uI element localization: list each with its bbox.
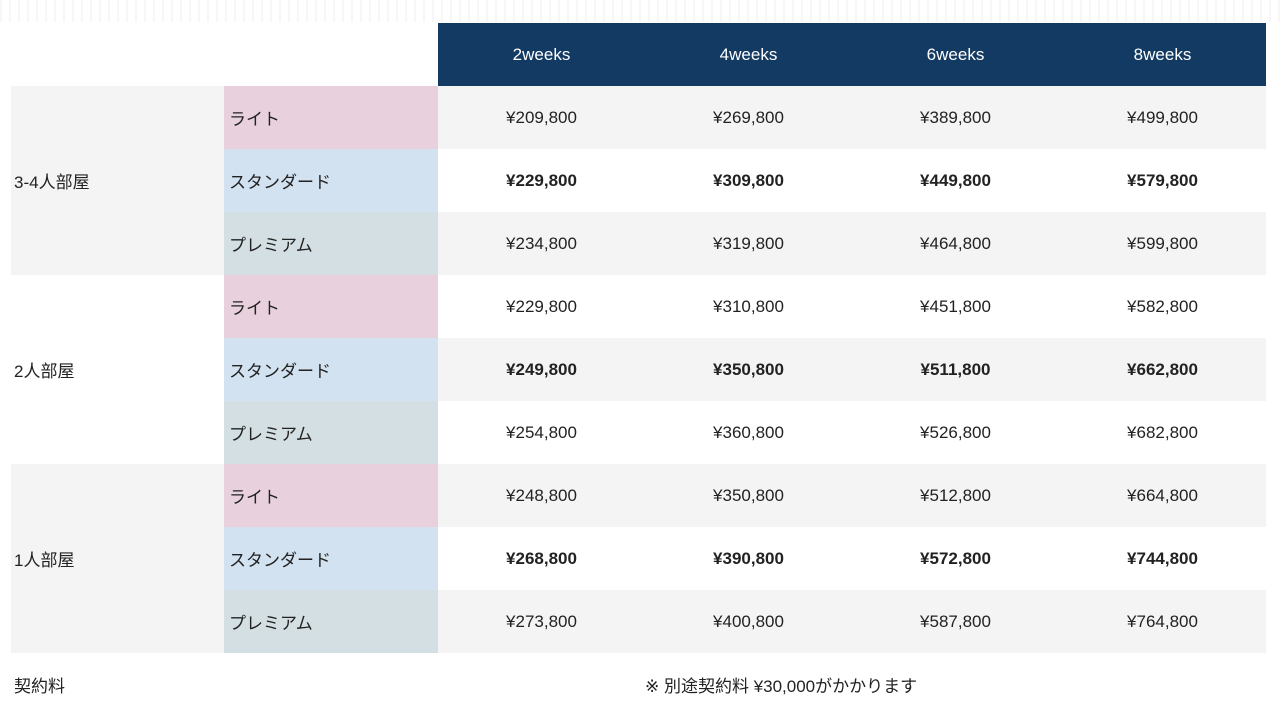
price-cell: ¥582,800	[1059, 275, 1266, 338]
plan-label: スタンダード	[224, 149, 438, 212]
plan-label: ライト	[224, 86, 438, 149]
price-cell: ¥390,800	[645, 527, 852, 590]
plan-label: プレミアム	[224, 212, 438, 275]
contract-fee-note: ※ 別途契約料 ¥30,000がかかります	[645, 653, 1266, 716]
price-cell: ¥572,800	[852, 527, 1059, 590]
room-label: 3-4人部屋	[11, 86, 224, 275]
price-cell: ¥389,800	[852, 86, 1059, 149]
price-cell: ¥229,800	[438, 149, 645, 212]
price-cell: ¥248,800	[438, 464, 645, 527]
price-cell: ¥234,800	[438, 212, 645, 275]
plan-label: ライト	[224, 275, 438, 338]
price-cell: ¥512,800	[852, 464, 1059, 527]
header-blank-plan	[224, 23, 438, 86]
plan-label: スタンダード	[224, 338, 438, 401]
plan-label: スタンダード	[224, 527, 438, 590]
room-label: 1人部屋	[11, 464, 224, 653]
price-cell: ¥526,800	[852, 401, 1059, 464]
footer-row: 契約料 ※ 別途契約料 ¥30,000がかかります	[11, 653, 1266, 716]
table-row: 1人部屋 ライト ¥248,800 ¥350,800 ¥512,800 ¥664…	[11, 464, 1266, 527]
top-decorative-strip	[0, 0, 1281, 22]
plan-label: プレミアム	[224, 401, 438, 464]
price-cell: ¥599,800	[1059, 212, 1266, 275]
price-cell: ¥360,800	[645, 401, 852, 464]
table-header-row: 2weeks 4weeks 6weeks 8weeks	[11, 23, 1266, 86]
price-cell: ¥499,800	[1059, 86, 1266, 149]
footer-blank-2weeks	[438, 653, 645, 716]
price-cell: ¥350,800	[645, 464, 852, 527]
plan-label: プレミアム	[224, 590, 438, 653]
price-cell: ¥449,800	[852, 149, 1059, 212]
price-cell: ¥682,800	[1059, 401, 1266, 464]
column-header-8weeks: 8weeks	[1059, 23, 1266, 86]
price-cell: ¥254,800	[438, 401, 645, 464]
price-cell: ¥664,800	[1059, 464, 1266, 527]
price-cell: ¥319,800	[645, 212, 852, 275]
price-cell: ¥662,800	[1059, 338, 1266, 401]
plan-label: ライト	[224, 464, 438, 527]
price-cell: ¥464,800	[852, 212, 1059, 275]
price-cell: ¥268,800	[438, 527, 645, 590]
price-cell: ¥451,800	[852, 275, 1059, 338]
column-header-2weeks: 2weeks	[438, 23, 645, 86]
price-cell: ¥764,800	[1059, 590, 1266, 653]
price-cell: ¥309,800	[645, 149, 852, 212]
room-label: 2人部屋	[11, 275, 224, 464]
footer-blank-plan	[224, 653, 438, 716]
column-header-4weeks: 4weeks	[645, 23, 852, 86]
price-cell: ¥350,800	[645, 338, 852, 401]
contract-fee-label: 契約料	[11, 653, 224, 716]
price-cell: ¥273,800	[438, 590, 645, 653]
price-cell: ¥744,800	[1059, 527, 1266, 590]
price-table: 2weeks 4weeks 6weeks 8weeks 3-4人部屋 ライト ¥…	[11, 23, 1266, 716]
price-cell: ¥209,800	[438, 86, 645, 149]
header-blank-room	[11, 23, 224, 86]
column-header-6weeks: 6weeks	[852, 23, 1059, 86]
price-cell: ¥579,800	[1059, 149, 1266, 212]
table-row: 2人部屋 ライト ¥229,800 ¥310,800 ¥451,800 ¥582…	[11, 275, 1266, 338]
table-row: 3-4人部屋 ライト ¥209,800 ¥269,800 ¥389,800 ¥4…	[11, 86, 1266, 149]
price-cell: ¥269,800	[645, 86, 852, 149]
price-cell: ¥249,800	[438, 338, 645, 401]
price-cell: ¥511,800	[852, 338, 1059, 401]
price-cell: ¥229,800	[438, 275, 645, 338]
price-cell: ¥587,800	[852, 590, 1059, 653]
price-cell: ¥400,800	[645, 590, 852, 653]
price-cell: ¥310,800	[645, 275, 852, 338]
